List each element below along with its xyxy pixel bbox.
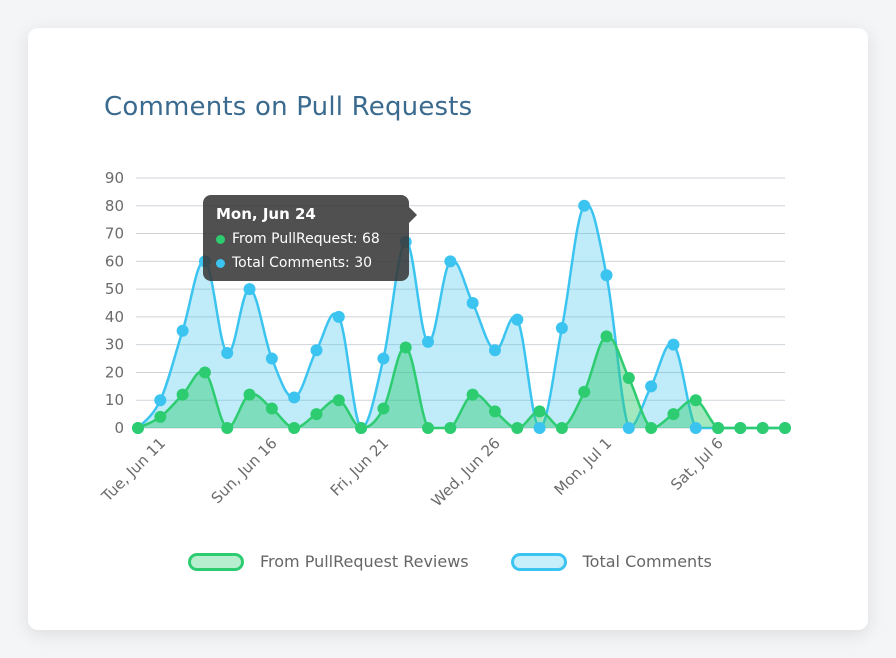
data-point-total: [310, 344, 323, 357]
tooltip-dot-pullrequest: [216, 234, 225, 244]
data-point-total: [422, 335, 435, 348]
data-point-total: [645, 380, 658, 393]
tooltip-dot-total: [216, 258, 225, 268]
data-point-reviews: [756, 422, 769, 434]
y-tick-label: 70: [105, 225, 124, 243]
data-point-total: [466, 297, 479, 309]
data-point-reviews: [511, 422, 524, 434]
x-tick-label: Sat, Jul 6: [667, 434, 727, 494]
data-point-reviews: [154, 410, 167, 423]
y-tick-label: 10: [105, 391, 124, 409]
data-point-reviews: [667, 408, 680, 421]
data-point-total: [511, 313, 524, 326]
legend-swatch-pullrequest-reviews: [188, 552, 244, 571]
data-point-reviews: [712, 422, 725, 434]
legend-label-pullrequest-reviews: From PullRequest Reviews: [260, 552, 469, 571]
data-point-reviews: [265, 402, 278, 415]
data-point-reviews: [377, 402, 390, 415]
data-point-total: [154, 394, 167, 407]
data-point-reviews: [466, 388, 479, 401]
tooltip-row-pullrequest: From PullRequest: 68: [216, 231, 380, 247]
legend-swatch-total-comments: [510, 552, 567, 571]
x-tick-label: Sun, Jun 16: [208, 434, 281, 507]
data-point-reviews: [198, 366, 211, 379]
data-point-reviews: [533, 405, 546, 418]
y-tick-label: 0: [114, 419, 124, 437]
legend-item-pullrequest-reviews[interactable]: From PullRequest Reviews: [188, 552, 469, 571]
data-point-total: [488, 344, 501, 357]
data-point-reviews: [422, 422, 435, 434]
data-point-total: [288, 391, 301, 404]
data-point-total: [444, 255, 457, 268]
y-tick-label: 50: [105, 280, 124, 298]
data-point-reviews: [488, 405, 501, 418]
chart-card: [28, 28, 868, 630]
data-point-total: [689, 422, 702, 434]
data-point-reviews: [399, 341, 412, 354]
data-point-total: [622, 422, 635, 434]
data-point-total: [332, 310, 345, 323]
legend-item-total-comments[interactable]: Total Comments: [510, 552, 712, 571]
data-point-total: [533, 422, 546, 434]
y-tick-label: 90: [105, 169, 124, 187]
tooltip-header: Mon, Jun 24: [216, 205, 316, 223]
tooltip-label-pullrequest: From PullRequest: 68: [232, 231, 380, 247]
data-point-reviews: [578, 385, 591, 398]
data-point-reviews: [243, 388, 256, 401]
data-point-total: [176, 324, 189, 337]
data-point-reviews: [444, 422, 457, 434]
data-point-reviews: [622, 372, 635, 384]
tooltip-label-total: Total Comments: 30: [232, 255, 373, 271]
data-point-total: [555, 322, 568, 334]
data-point-reviews: [132, 422, 144, 434]
x-tick-label: Tue, Jun 11: [97, 434, 169, 506]
data-point-total: [221, 347, 234, 359]
data-point-reviews: [555, 422, 568, 434]
data-point-total: [265, 352, 278, 365]
series-area-1: [138, 204, 785, 428]
chart-title: Comments on Pull Requests: [104, 92, 473, 122]
chart-legend: From PullRequest Reviews Total Comments: [188, 552, 754, 571]
legend-label-total-comments: Total Comments: [582, 552, 712, 571]
y-tick-label: 30: [105, 336, 124, 354]
data-point-reviews: [355, 422, 368, 434]
x-tick-label: Mon, Jul 1: [551, 434, 616, 499]
data-point-total: [600, 269, 613, 282]
data-point-reviews: [689, 394, 702, 407]
data-point-total: [578, 199, 591, 212]
data-point-reviews: [779, 422, 791, 434]
y-tick-label: 60: [105, 252, 124, 270]
y-tick-label: 40: [105, 308, 124, 326]
data-point-reviews: [310, 408, 323, 421]
data-point-reviews: [600, 330, 613, 343]
data-point-reviews: [734, 422, 747, 434]
tooltip-row-total: Total Comments: 30: [216, 255, 372, 271]
x-tick-label: Wed, Jun 26: [428, 434, 504, 510]
data-point-reviews: [332, 394, 345, 407]
x-tick-label: Fri, Jun 21: [327, 434, 393, 500]
data-point-reviews: [221, 422, 234, 434]
data-point-total: [243, 283, 256, 296]
series-area-0: [138, 336, 785, 428]
data-point-total: [377, 352, 390, 365]
y-tick-label: 20: [105, 363, 124, 381]
data-point-reviews: [645, 422, 658, 434]
data-point-reviews: [176, 388, 189, 401]
data-point-reviews: [288, 422, 301, 434]
chart-tooltip: Mon, Jun 24 From PullRequest: 68 Total C…: [203, 195, 417, 281]
data-point-total: [667, 338, 680, 351]
y-tick-label: 80: [105, 197, 124, 215]
